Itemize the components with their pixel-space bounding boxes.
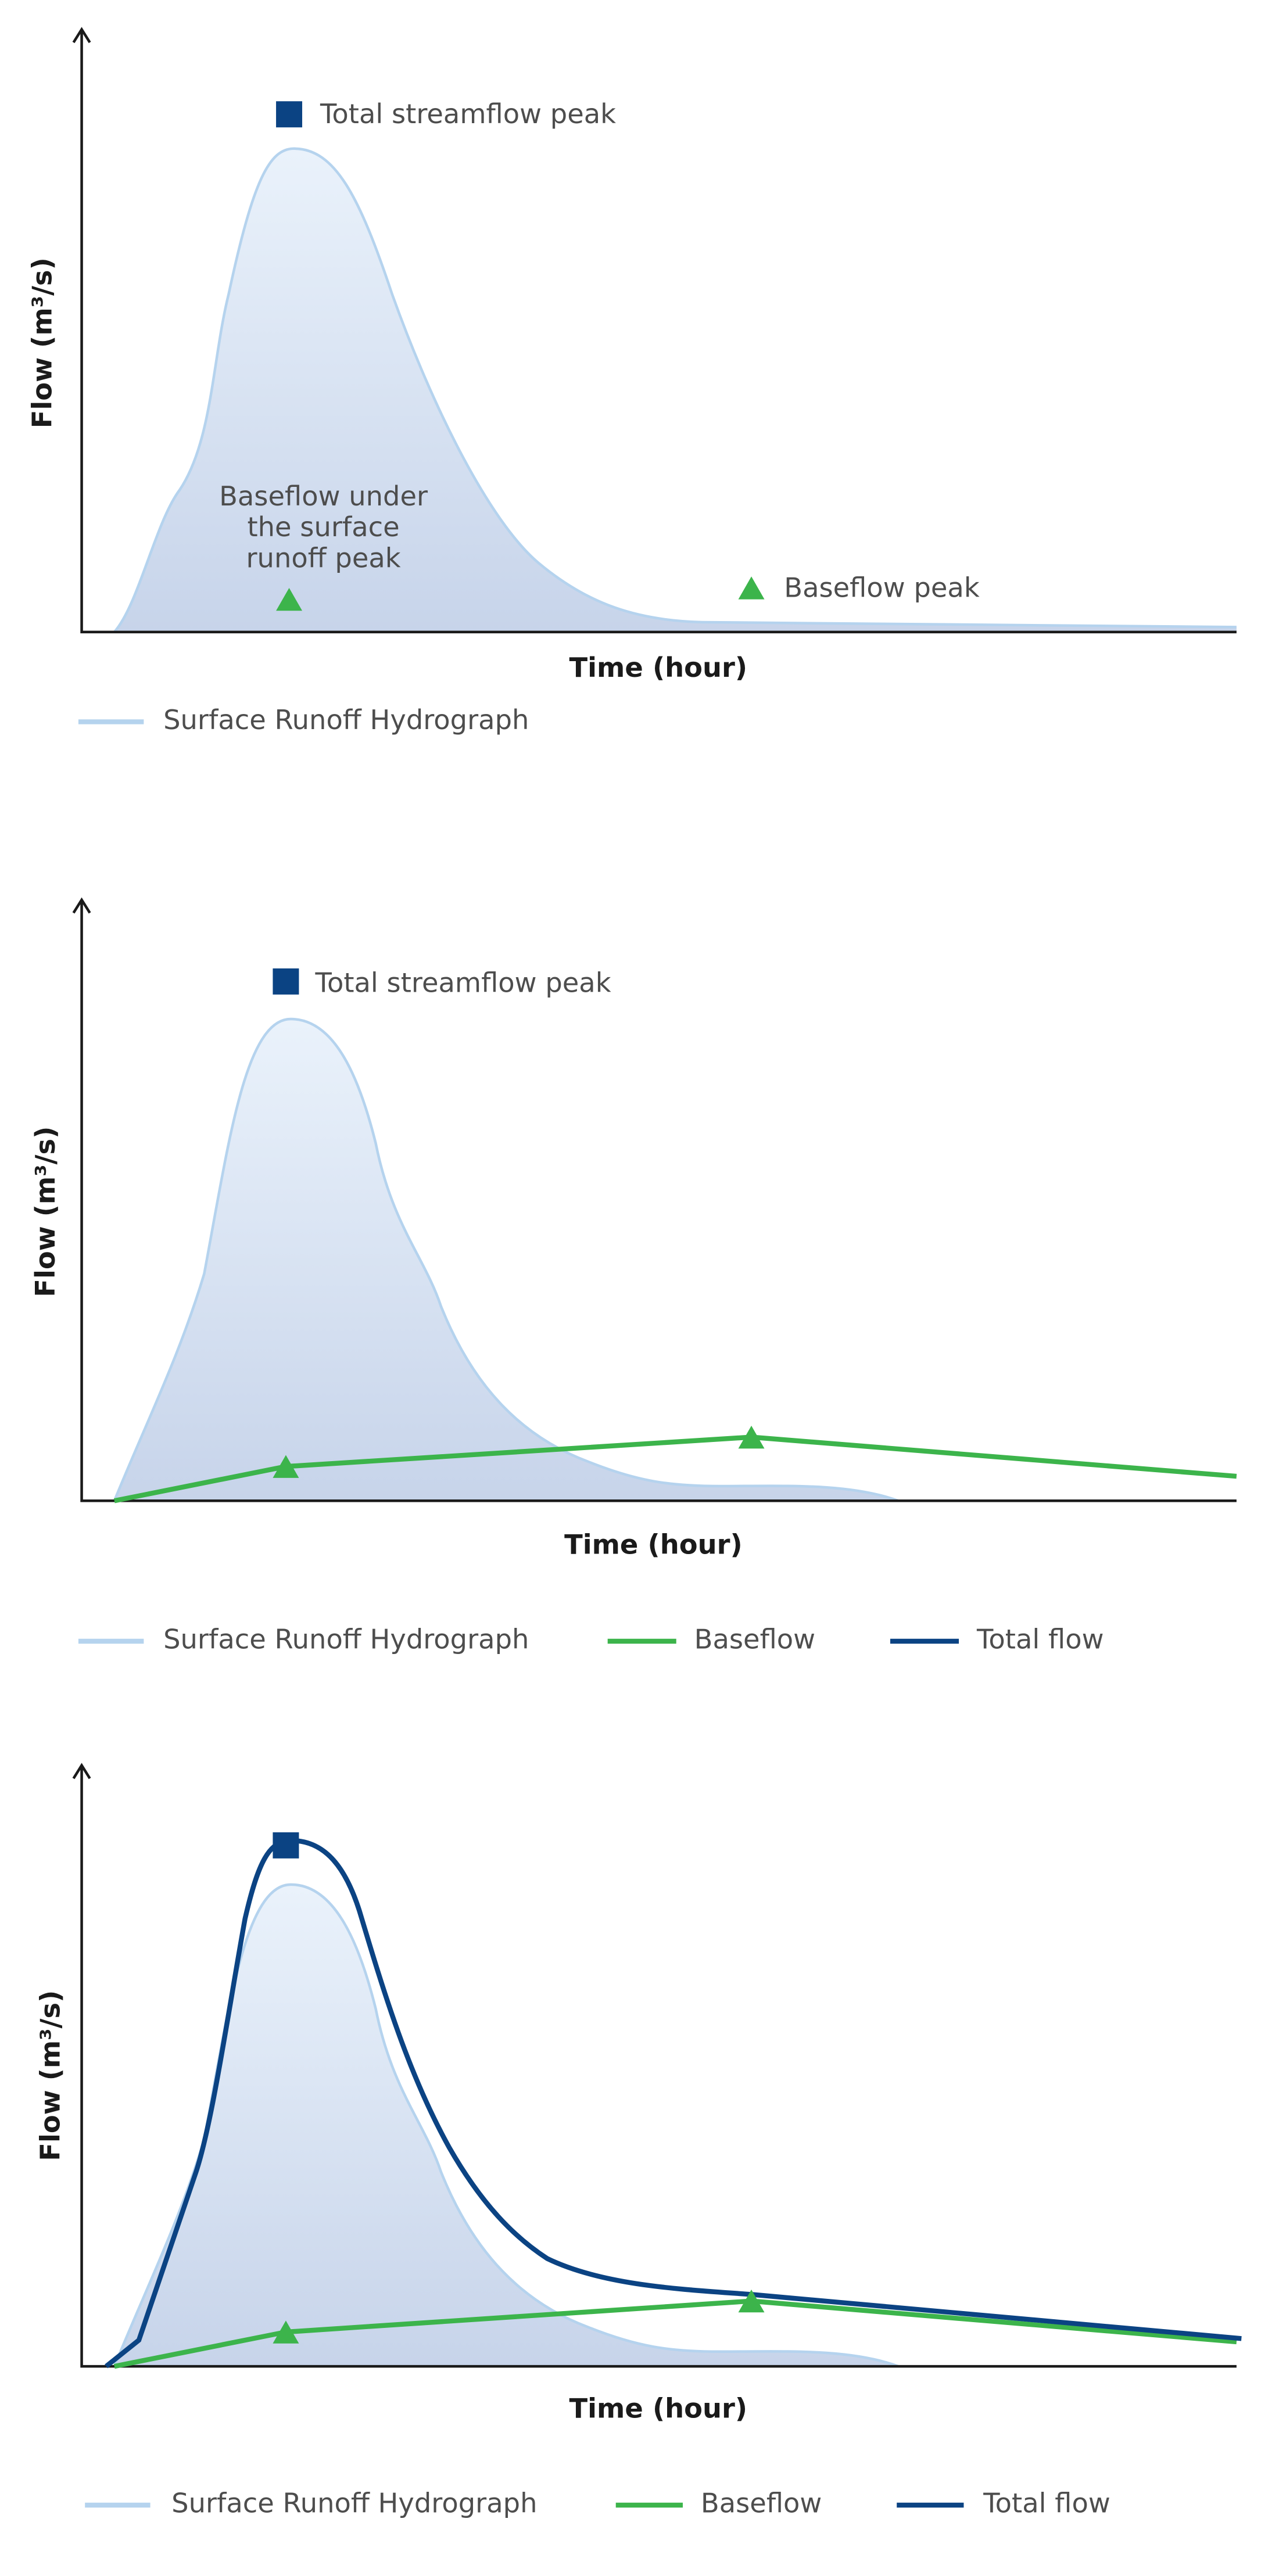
x-axis-label: Time (hour) xyxy=(564,1529,743,1560)
annotation: Baseflow peak xyxy=(784,572,980,603)
peak-marker xyxy=(273,1832,299,1859)
legend-label: Surface Runoff Hydrograph xyxy=(163,704,529,736)
axes xyxy=(72,897,1237,1502)
y-axis-label: Flow (m³/s) xyxy=(30,1126,61,1297)
annotation: Total streamflow peak xyxy=(320,98,616,130)
total-flow-line xyxy=(105,1838,1242,2369)
runoff-curve xyxy=(113,147,1237,633)
axes xyxy=(72,27,1237,634)
legend-label: Total flow xyxy=(983,2488,1110,2519)
baseflow-line xyxy=(113,2298,1237,2369)
runoff-curve xyxy=(113,1017,899,1502)
panel: Flow (m³/s) Time (hour) Surface Runoff H… xyxy=(34,1763,1242,2519)
y-axis-label: Flow (m³/s) xyxy=(26,257,58,428)
baseflow-marker xyxy=(273,1455,299,1478)
baseflow-marker xyxy=(738,576,765,600)
baseflow-marker xyxy=(273,2320,299,2344)
annotation: the surface xyxy=(247,511,399,543)
x-axis-label: Time (hour) xyxy=(569,2392,748,2424)
baseflow-marker xyxy=(738,1425,765,1449)
runoff-area xyxy=(114,1884,899,2367)
baseflow-line xyxy=(113,1434,1237,1504)
annotation: Total streamflow peak xyxy=(315,967,611,999)
annotation: Baseflow under xyxy=(219,480,428,512)
baseflow-marker xyxy=(738,2289,765,2313)
runoff-area xyxy=(114,1019,899,1501)
y-axis-label: Flow (m³/s) xyxy=(34,1990,66,2161)
legend-label: Baseflow xyxy=(701,2488,822,2519)
annotation: runoff peak xyxy=(246,543,400,574)
x-axis-label: Time (hour) xyxy=(569,652,748,683)
panel: Flow (m³/s) Time (hour) Total streamflow… xyxy=(30,897,1237,1655)
legend-label: Surface Runoff Hydrograph xyxy=(171,2488,537,2519)
legend-label: Baseflow xyxy=(694,1624,815,1655)
peak-marker xyxy=(276,101,303,128)
legend-label: Total flow xyxy=(976,1624,1104,1655)
panel: Flow (m³/s) Time (hour) Total streamflow… xyxy=(26,27,1237,736)
baseflow-marker xyxy=(276,587,303,611)
axes xyxy=(72,1763,1237,2368)
legend-label: Surface Runoff Hydrograph xyxy=(163,1624,529,1655)
peak-marker xyxy=(273,968,299,995)
runoff-area xyxy=(114,148,1237,632)
